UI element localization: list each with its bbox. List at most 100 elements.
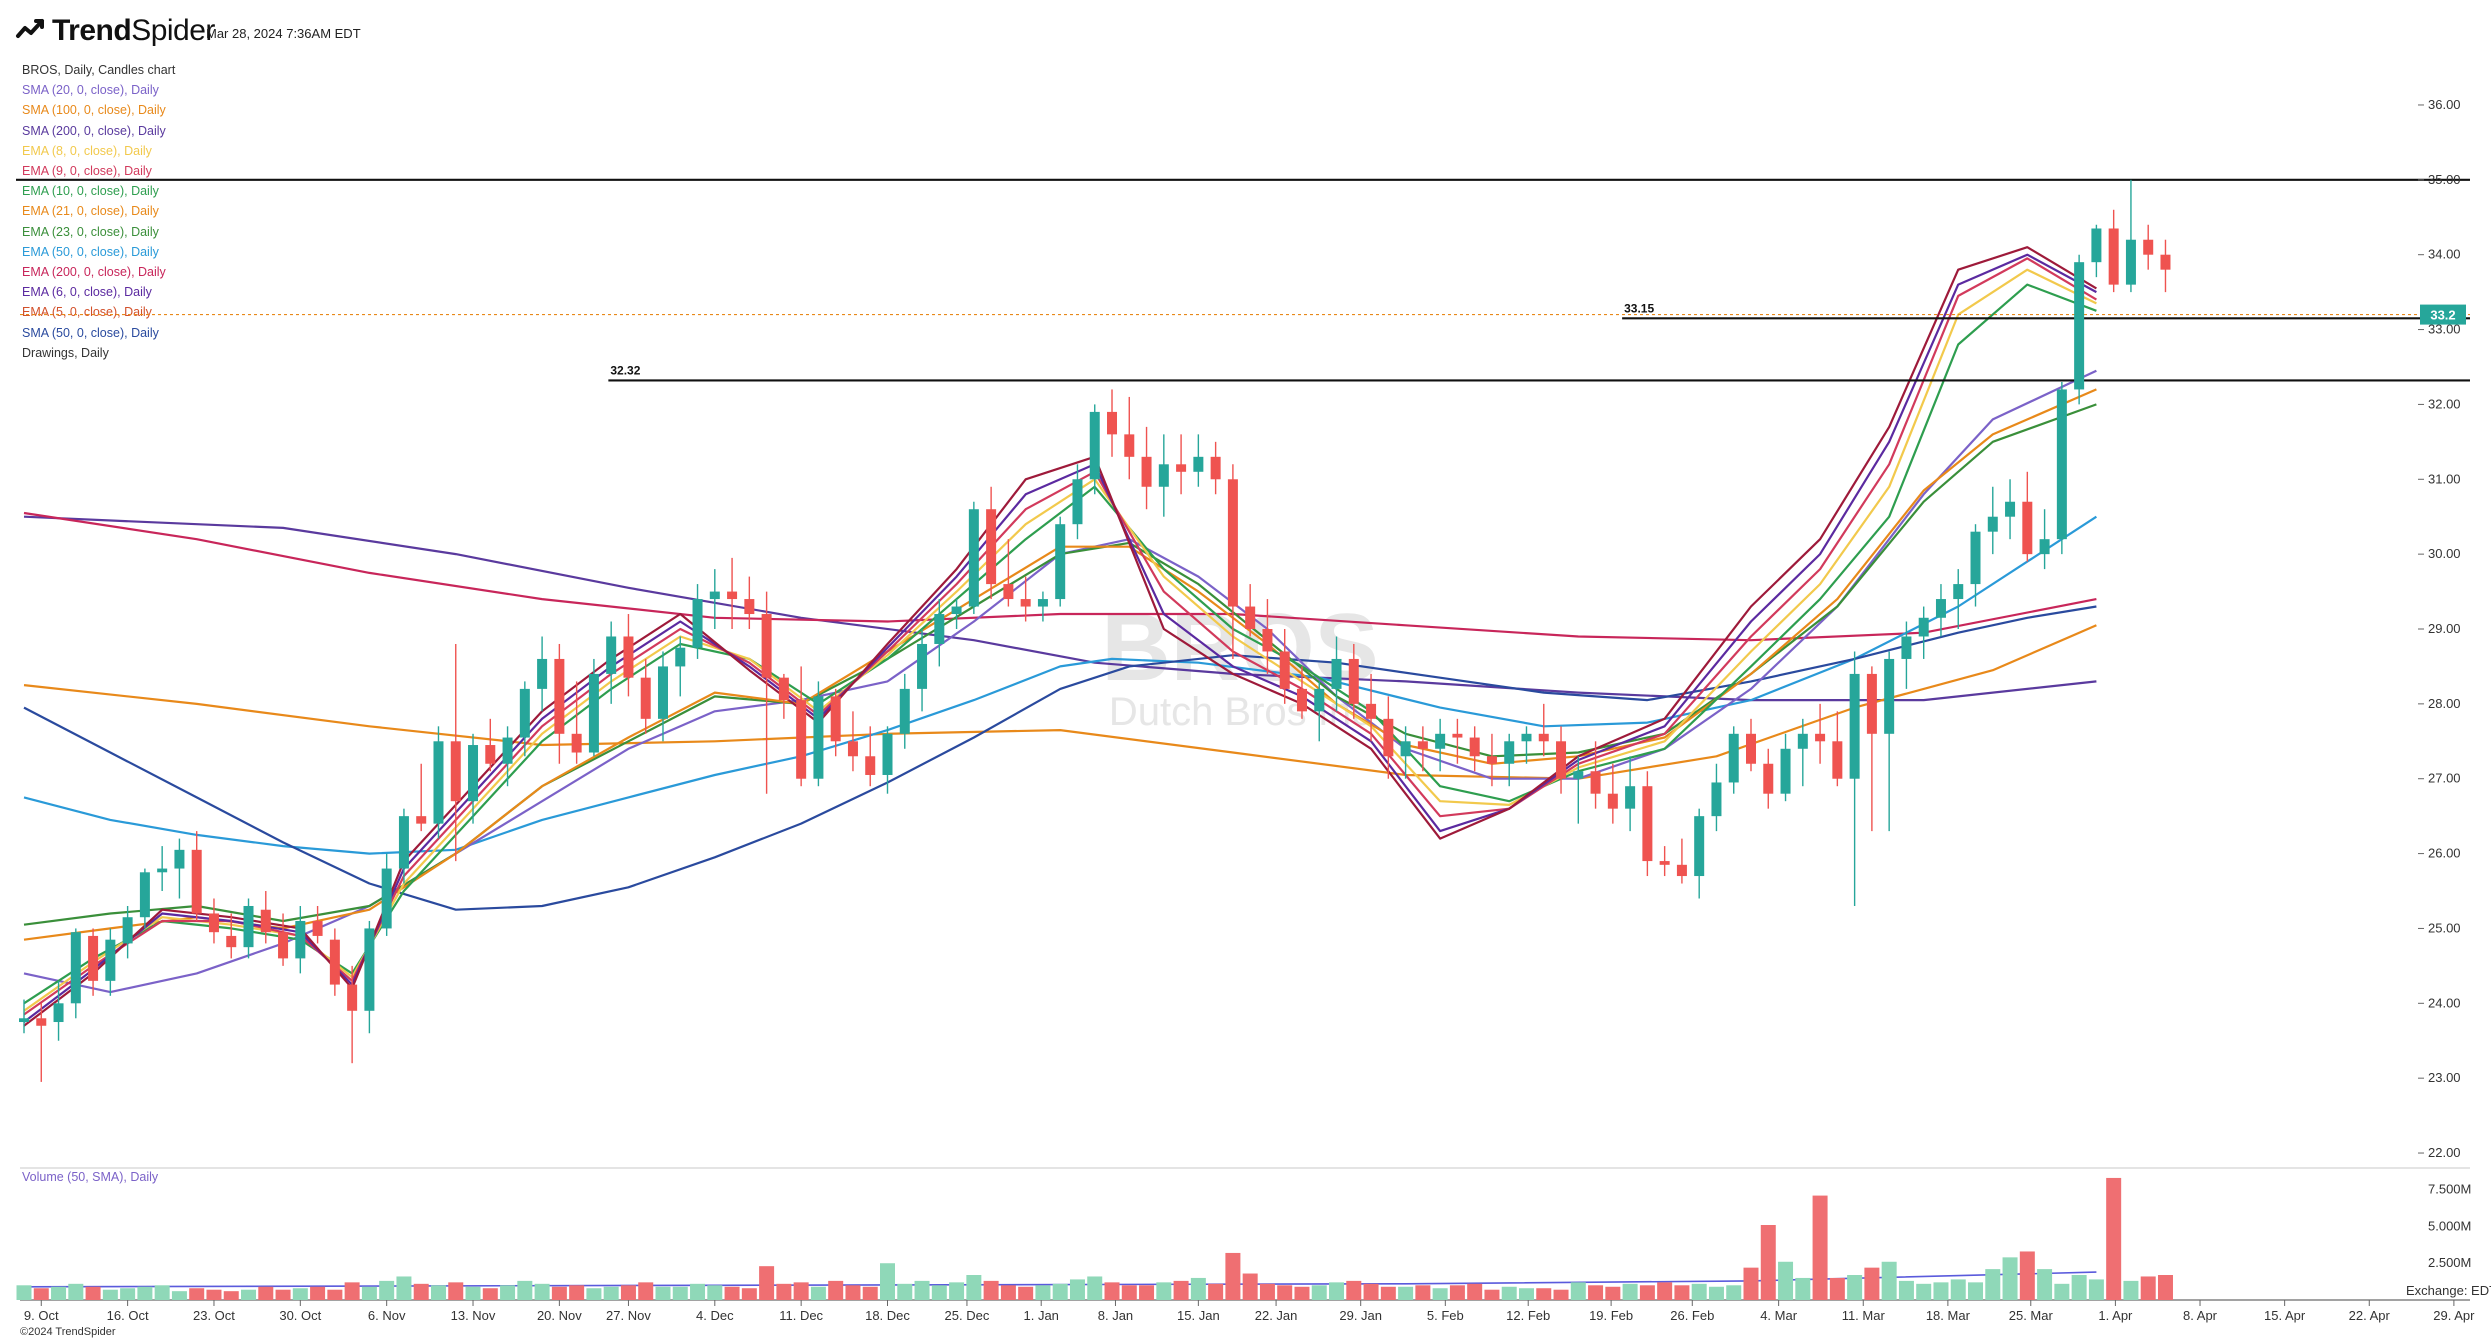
candle-body — [571, 733, 582, 753]
volume-bar — [1743, 1267, 1759, 1300]
volume-bar — [310, 1286, 326, 1300]
volume-bar — [1518, 1288, 1534, 1300]
volume-bar — [258, 1286, 274, 1300]
candle-body — [951, 606, 962, 615]
candle-body — [1158, 464, 1169, 487]
candle-body — [709, 591, 720, 600]
volume-bar — [1778, 1261, 1794, 1300]
volume-bar — [1069, 1279, 1085, 1300]
candle-body — [1296, 688, 1307, 712]
legend-item[interactable]: SMA (200, 0, close), Daily — [22, 123, 166, 138]
price-tick-label: 35.00 — [2428, 172, 2461, 187]
time-tick-label: 1. Jan — [1023, 1308, 1058, 1323]
volume-bar — [1536, 1288, 1552, 1300]
legend-item[interactable]: EMA (200, 0, close), Daily — [22, 265, 166, 280]
volume-bar — [2019, 1251, 2035, 1300]
volume-bar — [2054, 1283, 2070, 1300]
last-price-tag: 33.2 — [2420, 304, 2466, 325]
candle-body — [1055, 524, 1066, 600]
indicator-line — [23, 515, 2097, 702]
time-tick-label: 15. Jan — [1177, 1308, 1220, 1323]
legend-item[interactable]: EMA (9, 0, close), Daily — [22, 164, 152, 179]
candle-body — [2056, 389, 2067, 540]
watermark-name: Dutch Bros Inc — [1109, 690, 1371, 734]
volume-bar — [1881, 1261, 1897, 1300]
legend-item[interactable]: SMA (20, 0, close), Daily — [22, 83, 159, 98]
candle-body — [1970, 531, 1981, 585]
indicator-line — [23, 515, 2097, 855]
price-tick-label: 23.00 — [2428, 1070, 2461, 1085]
candle-body — [1210, 456, 1221, 480]
volume-bar — [1570, 1282, 1586, 1300]
candle-body — [1918, 617, 1929, 637]
time-tick-label: 16. Oct — [107, 1308, 149, 1323]
volume-bar — [880, 1263, 895, 1300]
volume-bar — [1190, 1277, 1206, 1300]
volume-bar — [2037, 1269, 2053, 1300]
candle-body — [1763, 763, 1774, 794]
volume-bar — [275, 1289, 291, 1300]
volume-bar — [1501, 1286, 1517, 1300]
indicator-line — [23, 403, 2097, 926]
candle-body — [882, 733, 893, 775]
legend-item[interactable]: SMA (100, 0, close), Daily — [22, 103, 166, 118]
legend-item[interactable]: EMA (5, 0, close), Daily — [22, 305, 152, 320]
time-tick-label: 8. Jan — [1098, 1308, 1133, 1323]
volume-bar — [1829, 1277, 1845, 1300]
candle-body — [1573, 771, 1584, 779]
volume-bar — [1329, 1282, 1345, 1300]
legend-item[interactable]: EMA (21, 0, close), Daily — [22, 204, 159, 219]
volume-bar — [85, 1286, 101, 1300]
volume-bar — [379, 1280, 395, 1300]
candle-body — [1694, 816, 1705, 877]
legend-item[interactable]: Drawings, Daily — [22, 345, 109, 360]
volume-bar — [1864, 1267, 1880, 1300]
candle-body — [1711, 782, 1722, 817]
volume-bar — [983, 1280, 999, 1300]
candles — [19, 179, 2171, 1082]
volume-bar — [154, 1285, 170, 1300]
volume-bar — [741, 1288, 757, 1300]
volume-bar — [1294, 1286, 1310, 1300]
volume-bar — [223, 1291, 239, 1300]
volume-bar — [1415, 1285, 1431, 1300]
time-axis[interactable]: 9. Oct 16. Oct 23. Oct 30. Oct 6. Nov 13. Nov… — [24, 1300, 2475, 1323]
time-tick-label: 11. Dec — [779, 1308, 823, 1323]
candle-body — [1383, 718, 1394, 757]
volume-bar — [672, 1286, 688, 1300]
legend-item[interactable]: SMA (50, 0, close), Daily — [22, 325, 159, 340]
horizontal-levels[interactable]: 33.15 32.32 — [16, 178, 2470, 382]
legend-item[interactable]: EMA (6, 0, close), Daily — [22, 285, 152, 300]
candle-body — [1452, 733, 1463, 738]
price-axis[interactable]: 22.00 23.00 24.00 25.00 26.00 27.00 28.00 29.00… — [2418, 97, 2461, 1160]
volume-bar — [1484, 1289, 1500, 1300]
candle-body — [1746, 733, 1756, 764]
time-tick-label: 29. Apr — [2433, 1308, 2475, 1323]
volume-bar — [1225, 1252, 1241, 1300]
volume-bar — [1208, 1283, 1224, 1300]
volume-bar — [931, 1285, 947, 1300]
legend-item[interactable]: EMA (23, 0, close), Daily — [22, 224, 159, 239]
volume-bar — [2157, 1275, 2173, 1300]
candle-body — [226, 935, 237, 948]
legend-item[interactable]: EMA (10, 0, close), Daily — [22, 184, 159, 199]
volume-bar — [1346, 1280, 1362, 1300]
volume-bar — [1588, 1285, 1604, 1300]
volume-bar — [949, 1282, 965, 1300]
candle-body — [105, 939, 116, 981]
candle-body — [468, 745, 479, 802]
candle-body — [1935, 599, 1946, 618]
candle-body — [1728, 733, 1739, 783]
time-tick-label: 11. Mar — [1842, 1308, 1886, 1323]
legend-item[interactable]: EMA (50, 0, close), Daily — [22, 244, 159, 259]
volume-tick-label: 5.000M — [2428, 1218, 2471, 1233]
volume-bar — [759, 1266, 775, 1300]
volume-bar — [620, 1285, 636, 1300]
legend-item[interactable]: EMA (8, 0, close), Daily — [22, 143, 152, 158]
volume-bar — [1398, 1286, 1414, 1300]
volume-bar — [430, 1285, 446, 1300]
candle-body — [1400, 741, 1411, 757]
volume-bar — [1311, 1285, 1327, 1300]
candle-body — [208, 913, 219, 933]
